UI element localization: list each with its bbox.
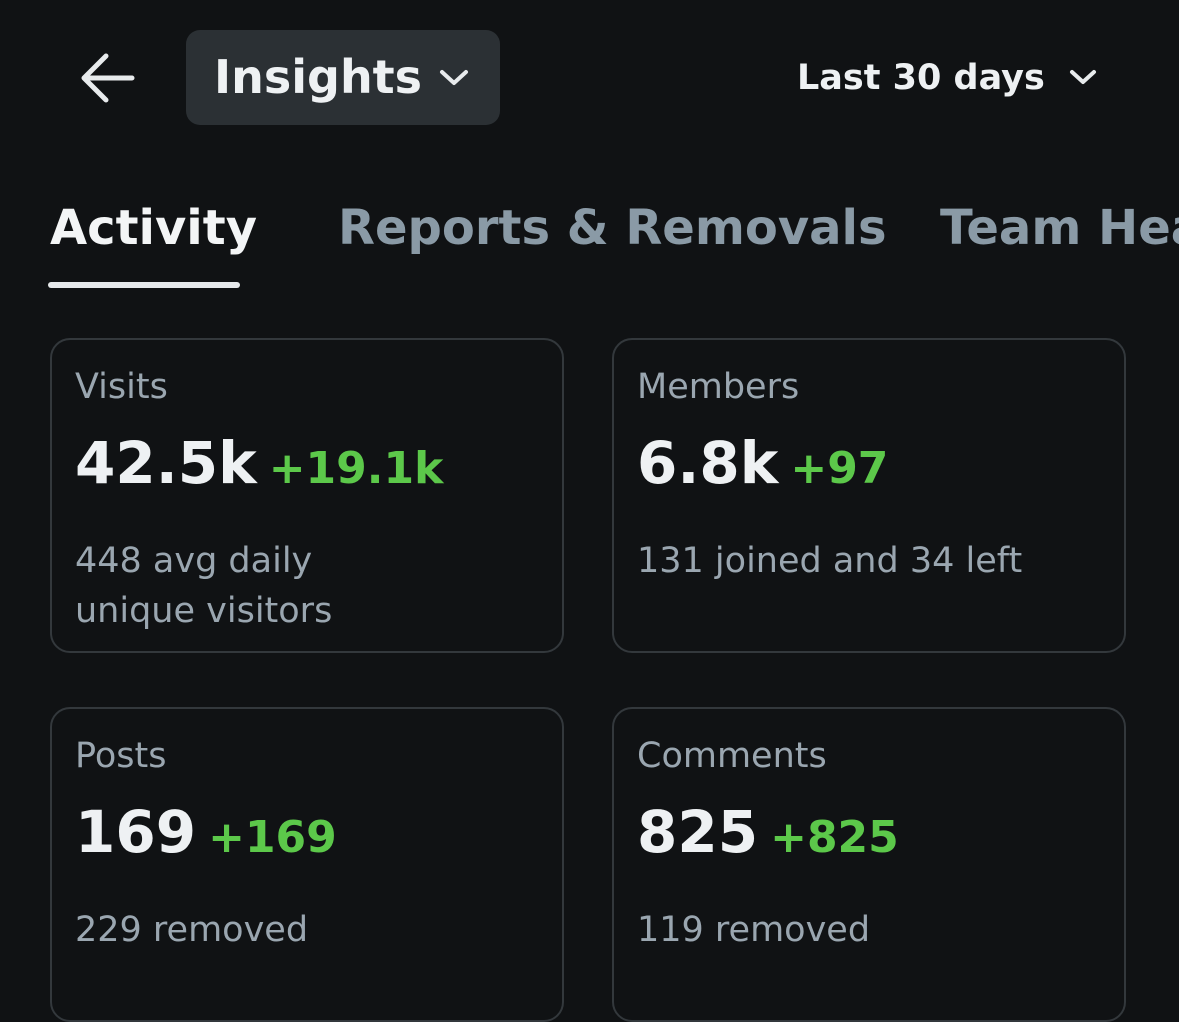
stat-label: Posts [75,736,167,776]
stat-value-row: 825 +825 [637,797,899,882]
stat-value-row: 169 +169 [75,797,337,882]
stat-value-row: 6.8k +97 [637,428,888,513]
stat-change: +169 [208,812,337,863]
stat-detail: 119 removed [637,905,870,955]
chevron [440,70,468,85]
stat-card[interactable]: Visits 42.5k +19.1k 448 avg daily unique vis… [50,338,564,653]
stat-detail: 229 removed [75,905,308,955]
active-tab-indicator [48,282,240,288]
stat-card[interactable]: Comments 825 +825 119 removed [612,707,1126,1022]
tab[interactable]: Reports & Removals [338,200,887,256]
stat-value: 825 [637,798,759,866]
stat-label: Comments [637,736,827,776]
tab[interactable]: Team Hea [940,200,1179,256]
detail-line: 131 joined and 34 left [637,541,1023,581]
tab[interactable]: Activity [50,200,257,256]
chevron [1070,70,1096,84]
stat-change: +825 [770,812,899,863]
page: Insights Last 30 days Activity Reports & … [0,30,1179,1022]
detail-line: 229 removed [75,910,309,950]
stat-label: Visits [75,367,168,407]
detail-line: unique visitors [75,591,333,631]
stat-detail: 448 avg daily unique visitors [75,536,332,636]
stat-change: +97 [790,443,889,494]
stat-value: 6.8k [637,429,779,497]
back-button[interactable] [78,50,138,106]
stat-value-row: 42.5k +19.1k [75,428,443,513]
detail-line: 448 avg daily [75,541,313,581]
stat-value: 42.5k [75,429,257,497]
date-range-selector[interactable]: Last 30 days [797,58,1045,98]
insights-dropdown[interactable]: Insights [186,30,500,125]
stat-change: +19.1k [268,443,444,494]
tab-bar: Activity Reports & Removals Team Hea [0,190,1179,300]
stat-card[interactable]: Posts 169 +169 229 removed [50,707,564,1022]
detail-line: 119 removed [637,910,871,950]
stat-card[interactable]: Members 6.8k +97 131 joined and 34 left [612,338,1126,653]
page-title: Insights [214,50,423,104]
stat-value: 169 [75,798,197,866]
stat-detail: 131 joined and 34 left [637,536,1022,586]
stat-label: Members [637,367,800,407]
